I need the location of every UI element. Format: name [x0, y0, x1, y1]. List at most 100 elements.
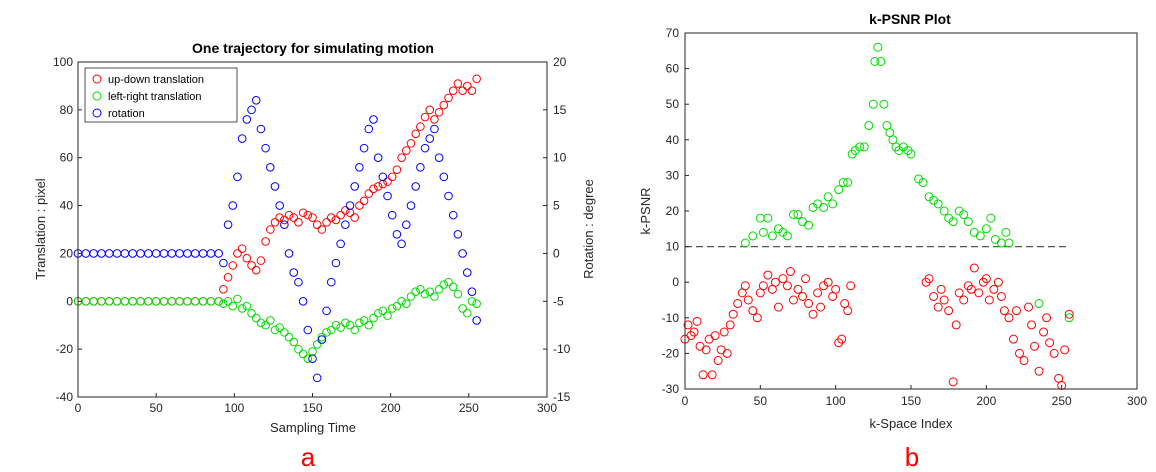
- chart-a-y2label: Rotation : degree: [581, 179, 596, 279]
- a-point: [467, 86, 477, 96]
- a-point: [317, 332, 327, 342]
- b-point: [966, 284, 976, 294]
- a-point: [472, 316, 481, 325]
- b-point: [752, 313, 762, 323]
- a-y2tick-label: -5: [553, 294, 564, 308]
- b-point: [834, 185, 844, 195]
- a-point: [144, 296, 153, 306]
- a-point: [444, 93, 453, 103]
- a-y2tick-label: 10: [553, 151, 567, 165]
- a-point: [387, 304, 397, 313]
- b-point: [939, 206, 949, 216]
- b-ytick-label: 60: [666, 62, 680, 76]
- b-point: [801, 274, 811, 284]
- a-ytick-label: 20: [60, 246, 74, 260]
- a-point: [206, 249, 216, 258]
- b-point: [1027, 320, 1037, 330]
- a-point: [280, 220, 289, 230]
- a-point: [406, 292, 416, 301]
- a-point: [462, 308, 472, 318]
- b-ytick-label: 40: [666, 133, 680, 147]
- a-point: [312, 340, 322, 349]
- a-point: [345, 208, 355, 218]
- a-point: [458, 249, 467, 258]
- a-point: [453, 79, 463, 88]
- b-point: [996, 238, 1006, 248]
- a-point: [467, 296, 477, 306]
- b-point: [748, 231, 758, 241]
- b-point: [1045, 338, 1055, 348]
- a-point: [136, 296, 145, 306]
- a-point: [322, 218, 331, 227]
- chart-b: k-PSNR Plot 0 50 100 150 200 250 300 -30 -20 -10 0…: [638, 11, 1147, 472]
- a-point: [458, 304, 467, 313]
- b-point: [743, 295, 753, 305]
- a-series-1: [73, 277, 481, 364]
- a-point: [120, 249, 130, 258]
- a-point: [397, 239, 406, 249]
- a-point: [284, 332, 294, 342]
- legend-label-rotation: rotation: [108, 108, 145, 120]
- a-point: [214, 296, 223, 306]
- b-point: [733, 299, 743, 309]
- a-point: [303, 210, 313, 220]
- b-point: [959, 210, 969, 220]
- b-point: [1049, 348, 1059, 358]
- b-ytick-label: 30: [666, 168, 680, 182]
- a-point: [247, 105, 256, 115]
- b-point: [758, 227, 768, 237]
- b-point: [1064, 313, 1074, 323]
- a-point: [237, 134, 247, 143]
- a-point: [434, 153, 444, 163]
- b-xtick-label: 100: [826, 394, 846, 408]
- a-point: [183, 249, 192, 258]
- a-point: [378, 179, 388, 189]
- a-point: [294, 344, 303, 354]
- a-point: [256, 318, 266, 328]
- a-point: [430, 124, 439, 134]
- a-point: [350, 182, 360, 191]
- a-point: [369, 115, 378, 124]
- a-point: [265, 162, 275, 172]
- a-point: [383, 311, 392, 320]
- a-point: [219, 285, 228, 294]
- a-point: [251, 265, 261, 275]
- b-point: [846, 281, 856, 291]
- a-xtick-label: 250: [459, 401, 479, 415]
- a-point: [308, 347, 317, 356]
- a-point: [326, 325, 336, 335]
- b-point: [969, 263, 979, 273]
- a-point: [341, 318, 350, 328]
- a-point: [326, 213, 336, 222]
- a-point: [317, 335, 327, 344]
- a-point: [411, 287, 420, 297]
- b-point: [701, 345, 711, 355]
- a-point: [430, 115, 439, 124]
- a-point: [472, 299, 481, 308]
- b-point: [785, 267, 795, 277]
- b-point: [1014, 348, 1024, 358]
- a-point: [190, 249, 200, 258]
- b-xtick-label: 250: [1052, 394, 1072, 408]
- a-point: [261, 320, 270, 330]
- b-point: [855, 142, 865, 152]
- b-point: [707, 370, 717, 380]
- b-point: [770, 277, 780, 287]
- a-point: [261, 143, 270, 153]
- b-point: [838, 178, 848, 188]
- b-point: [990, 234, 1000, 244]
- a-point: [350, 325, 360, 335]
- a-xtick-label: 50: [149, 401, 163, 415]
- b-ytick-label: 70: [666, 26, 680, 40]
- b-point: [993, 277, 1003, 287]
- b-point: [963, 217, 973, 227]
- a-ytick-label: 100: [53, 55, 73, 69]
- a-point: [411, 129, 420, 139]
- a-point: [261, 237, 270, 246]
- chart-a-legend: up-down translation left-right translati…: [84, 67, 238, 123]
- b-point: [933, 199, 943, 209]
- b-point: [868, 99, 878, 109]
- a-point: [128, 249, 138, 258]
- a-point: [251, 95, 261, 105]
- a-point: [247, 308, 256, 318]
